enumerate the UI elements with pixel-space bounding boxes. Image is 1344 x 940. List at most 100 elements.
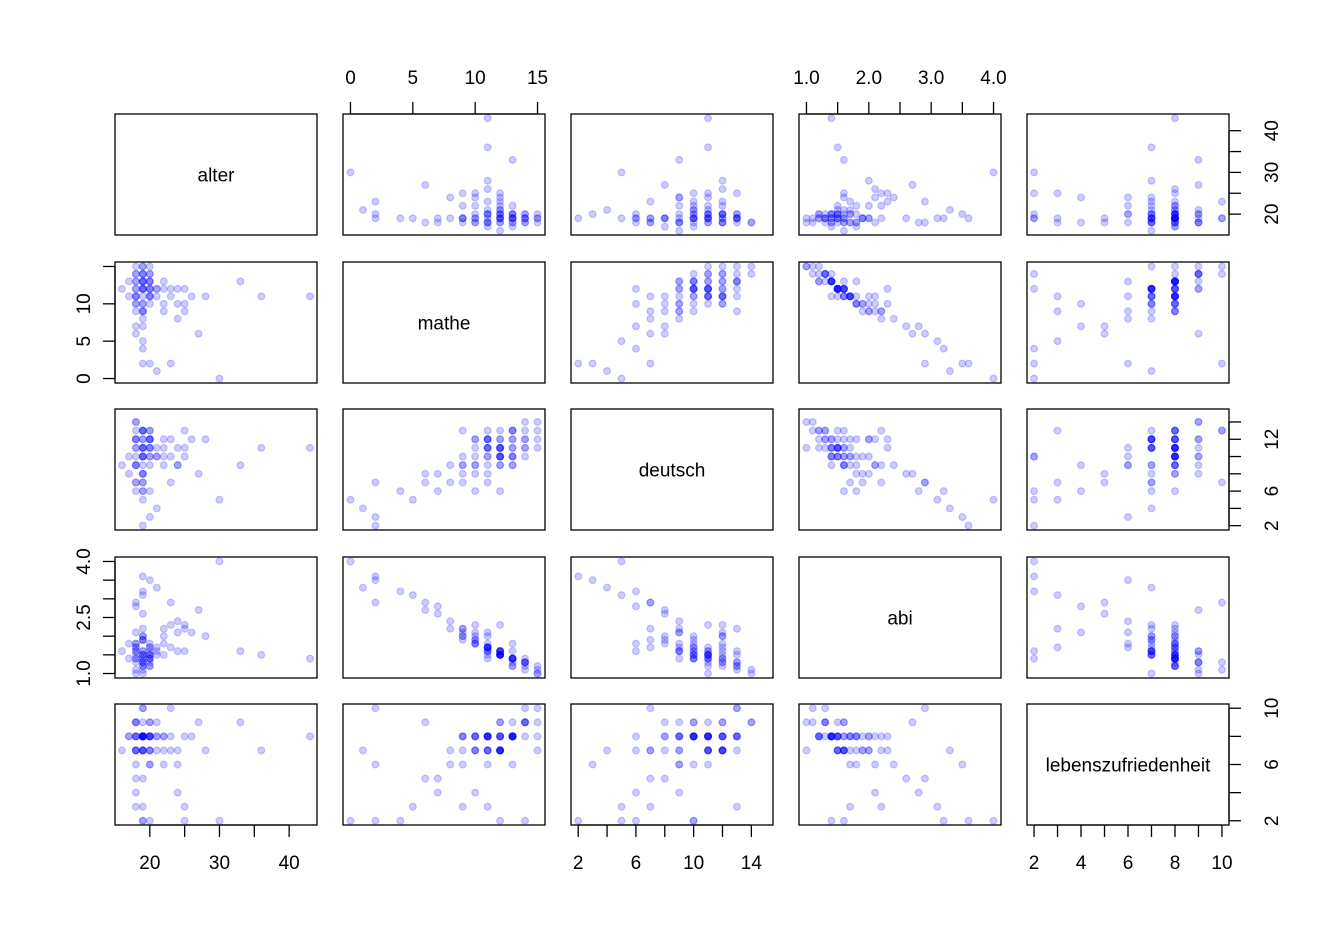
tick-label: 10 [465, 68, 486, 89]
data-point [1053, 495, 1062, 504]
data-point [704, 647, 713, 656]
data-point [1147, 210, 1156, 219]
data-point [747, 718, 756, 727]
data-point [846, 292, 855, 301]
data-point [138, 746, 147, 755]
data-point [704, 732, 713, 741]
data-point [718, 292, 727, 301]
variable-label-abi: abi [887, 609, 912, 630]
data-point [159, 452, 168, 461]
data-point [180, 624, 189, 633]
data-point [159, 299, 168, 308]
data-point [346, 168, 355, 177]
data-point [704, 277, 713, 286]
data-point [839, 816, 848, 825]
data-point [152, 452, 161, 461]
data-point [646, 197, 655, 206]
data-point [747, 269, 756, 278]
data-point [483, 222, 492, 231]
data-point [496, 452, 505, 461]
data-point [306, 443, 315, 452]
data-point [858, 307, 867, 316]
data-point [1170, 658, 1179, 667]
data-point [131, 746, 140, 755]
data-point [1170, 443, 1179, 452]
data-point [131, 292, 140, 301]
data-point [483, 746, 492, 755]
data-point [704, 650, 713, 659]
data-point [989, 495, 998, 504]
data-point [864, 746, 873, 755]
data-point [704, 262, 713, 271]
data-point [138, 732, 147, 741]
data-point [496, 189, 505, 198]
data-point [902, 469, 911, 478]
data-point [533, 443, 542, 452]
data-point [852, 299, 861, 308]
data-point [508, 218, 517, 227]
data-point [833, 284, 842, 293]
data-point [704, 193, 713, 202]
data-point [1147, 292, 1156, 301]
data-point [1147, 284, 1156, 293]
data-point [675, 193, 684, 202]
data-point [1053, 292, 1062, 301]
data-point [718, 746, 727, 755]
data-point [533, 669, 542, 678]
data-point [827, 210, 836, 219]
data-point [145, 658, 154, 667]
data-point [1170, 650, 1179, 659]
data-point [138, 718, 147, 727]
data-point [508, 426, 517, 435]
data-point [1170, 284, 1179, 293]
data-point [883, 443, 892, 452]
data-point [689, 718, 698, 727]
data-point [704, 732, 713, 741]
data-point [508, 443, 517, 452]
data-point [124, 732, 133, 741]
tick-label: 10 [74, 293, 95, 314]
data-point [852, 469, 861, 478]
data-point [471, 443, 480, 452]
data-point [1077, 602, 1086, 611]
data-point [508, 662, 517, 671]
data-point [675, 284, 684, 293]
data-point [131, 478, 140, 487]
data-point [145, 732, 154, 741]
data-point [496, 214, 505, 223]
data-point [920, 329, 929, 338]
data-point [839, 718, 848, 727]
data-point [839, 284, 848, 293]
data-point [458, 214, 467, 223]
data-point [471, 632, 480, 641]
data-point [718, 732, 727, 741]
data-point [646, 214, 655, 223]
data-point [358, 205, 367, 214]
data-point [1053, 218, 1062, 227]
data-point [689, 816, 698, 825]
data-point [839, 284, 848, 293]
data-point [533, 718, 542, 727]
data-point [660, 329, 669, 338]
data-point [138, 635, 147, 644]
data-point [675, 647, 684, 656]
data-point [858, 299, 867, 308]
data-point [675, 201, 684, 210]
data-point [483, 114, 492, 123]
data-point [496, 210, 505, 219]
data-point [173, 760, 182, 769]
data-point [839, 189, 848, 198]
data-point [180, 284, 189, 293]
data-point [1147, 218, 1156, 227]
data-point [166, 704, 175, 713]
data-point [152, 732, 161, 741]
data-point [958, 760, 967, 769]
panel-frame [570, 113, 774, 236]
data-point [660, 635, 669, 644]
data-point [1170, 662, 1179, 671]
data-point [1123, 193, 1132, 202]
data-point [675, 628, 684, 637]
data-point [833, 732, 842, 741]
data-point [458, 732, 467, 741]
data-point [1147, 176, 1156, 185]
